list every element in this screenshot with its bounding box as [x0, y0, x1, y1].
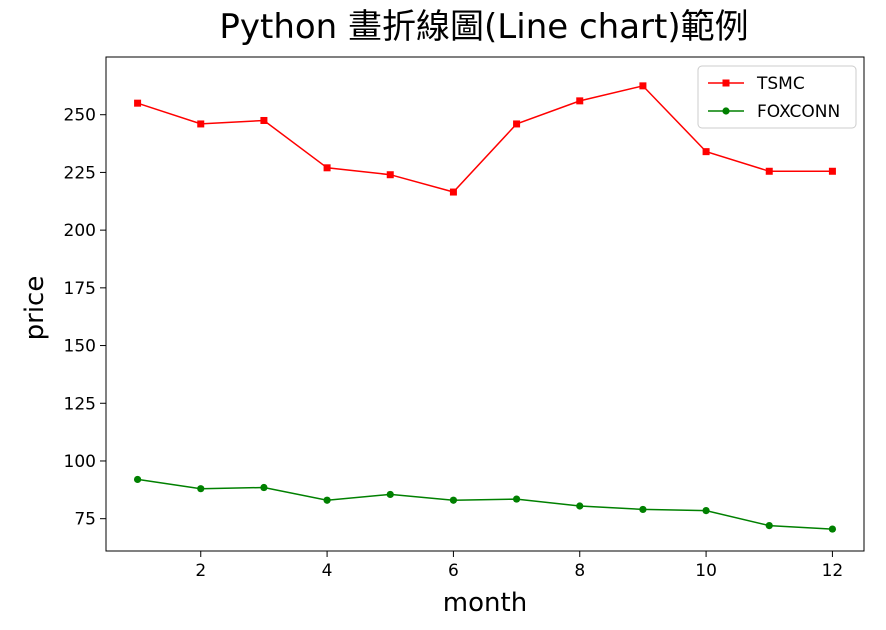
data-point-foxconn [260, 483, 268, 492]
chart-title: Python 畫折線圖(Line chart)範例 [219, 7, 748, 47]
y-tick-label: 225 [64, 163, 96, 183]
data-point-tsmc [323, 164, 331, 172]
legend-label-tsmc: TSMC [756, 74, 805, 94]
data-point-foxconn [828, 525, 837, 533]
y-tick-label: 75 [74, 510, 96, 530]
data-point-tsmc [449, 188, 457, 196]
legend-label-foxconn: FOXCONN [757, 102, 840, 122]
x-tick-label: 6 [448, 561, 459, 581]
plot-area-frame [105, 56, 865, 552]
data-point-tsmc [134, 99, 142, 107]
x-tick-label: 8 [574, 561, 585, 581]
series-layer [133, 82, 837, 533]
data-point-tsmc [197, 120, 205, 128]
data-point-tsmc [386, 171, 394, 179]
data-point-foxconn [512, 495, 521, 503]
data-point-tsmc [576, 97, 584, 105]
series-line-foxconn [137, 478, 833, 530]
x-axis-label: month [443, 588, 527, 618]
series-line-tsmc [137, 85, 833, 193]
data-point-tsmc [513, 120, 521, 128]
y-tick-label: 250 [64, 106, 96, 126]
data-point-foxconn [386, 490, 394, 499]
data-point-tsmc [702, 148, 710, 156]
data-point-foxconn [449, 496, 458, 504]
data-point-foxconn [702, 507, 710, 515]
y-tick-label: 100 [64, 452, 96, 472]
data-point-tsmc [260, 116, 268, 124]
y-axis: 75 100 125 150 175 200 225 250 [64, 106, 106, 530]
y-tick-label: 175 [64, 279, 96, 299]
data-point-tsmc [828, 167, 836, 175]
legend: TSMC FOXCONN [697, 65, 857, 129]
x-tick-label: 12 [822, 561, 844, 581]
x-axis: 2 4 6 8 10 12 [195, 551, 843, 581]
data-point-foxconn [197, 485, 205, 493]
x-tick-label: 2 [195, 561, 206, 581]
data-point-tsmc [765, 167, 773, 175]
legend-marker-foxconn [722, 107, 730, 115]
x-tick-label: 10 [695, 561, 717, 581]
data-point-foxconn [639, 505, 647, 514]
y-axis-label: price [20, 276, 50, 341]
y-tick-label: 125 [64, 394, 96, 414]
data-point-foxconn [133, 475, 142, 484]
data-point-tsmc [639, 82, 647, 90]
legend-box [697, 65, 857, 129]
legend-marker-tsmc [722, 79, 730, 87]
data-point-foxconn [323, 496, 331, 504]
data-point-foxconn [576, 502, 584, 510]
data-point-foxconn [765, 522, 773, 530]
y-tick-label: 200 [64, 221, 96, 241]
x-tick-label: 4 [322, 561, 333, 581]
y-tick-label: 150 [64, 337, 96, 357]
